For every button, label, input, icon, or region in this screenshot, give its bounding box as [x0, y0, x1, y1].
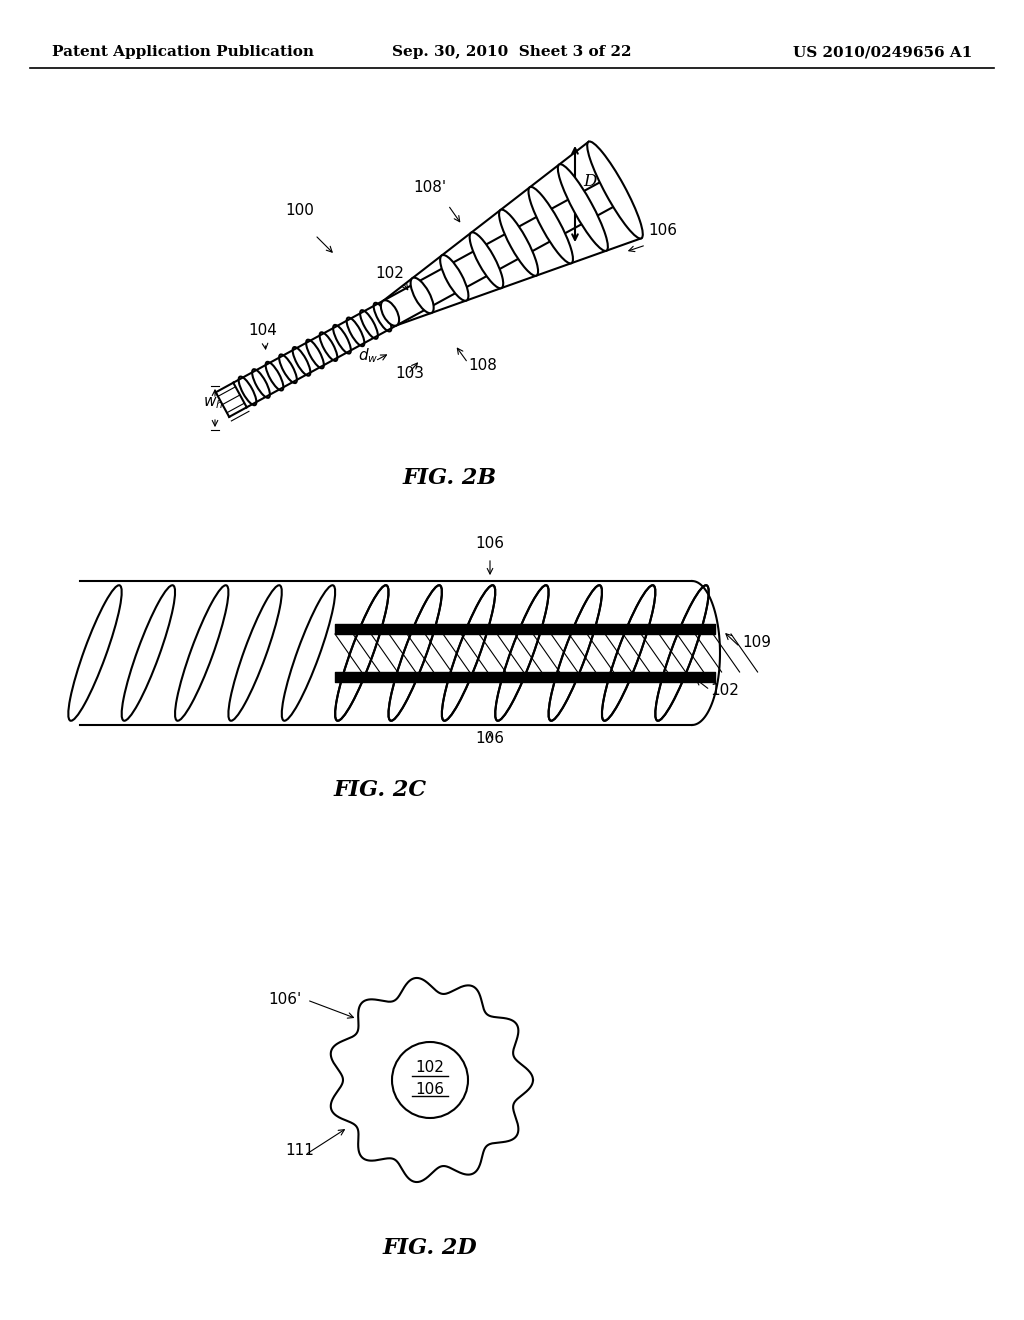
Ellipse shape — [228, 585, 282, 721]
Text: 102: 102 — [710, 682, 739, 698]
Text: 106: 106 — [475, 536, 505, 550]
Ellipse shape — [411, 277, 434, 313]
Text: Sep. 30, 2010  Sheet 3 of 22: Sep. 30, 2010 Sheet 3 of 22 — [392, 45, 632, 59]
Text: FIG. 2D: FIG. 2D — [383, 1237, 477, 1259]
Text: 100: 100 — [285, 203, 314, 218]
Ellipse shape — [440, 255, 468, 301]
Text: 108: 108 — [468, 358, 497, 374]
Text: 102: 102 — [416, 1060, 444, 1074]
Text: 109: 109 — [742, 635, 771, 649]
Ellipse shape — [499, 210, 538, 276]
Ellipse shape — [441, 585, 496, 721]
Ellipse shape — [587, 141, 643, 239]
Text: US 2010/0249656 A1: US 2010/0249656 A1 — [793, 45, 972, 59]
Ellipse shape — [388, 585, 442, 721]
Ellipse shape — [381, 300, 399, 326]
Ellipse shape — [602, 585, 655, 721]
Ellipse shape — [528, 187, 573, 264]
Ellipse shape — [496, 585, 549, 721]
Text: 106': 106' — [268, 993, 302, 1007]
Text: 111: 111 — [285, 1143, 314, 1158]
Text: Patent Application Publication: Patent Application Publication — [52, 45, 314, 59]
Text: 103: 103 — [395, 366, 424, 381]
Ellipse shape — [655, 585, 709, 721]
Text: 106: 106 — [475, 731, 505, 746]
Ellipse shape — [69, 585, 122, 721]
Ellipse shape — [335, 585, 388, 721]
Text: w$_h$: w$_h$ — [203, 395, 223, 411]
Text: D: D — [583, 173, 596, 190]
Ellipse shape — [549, 585, 602, 721]
Text: 108': 108' — [414, 180, 446, 195]
Text: FIG. 2B: FIG. 2B — [402, 467, 497, 488]
Text: FIG. 2C: FIG. 2C — [334, 779, 427, 801]
Ellipse shape — [282, 585, 335, 721]
Text: 104: 104 — [248, 323, 276, 338]
Text: 106: 106 — [416, 1082, 444, 1097]
Ellipse shape — [122, 585, 175, 721]
Ellipse shape — [470, 232, 503, 288]
Text: 106: 106 — [648, 223, 677, 238]
Text: d$_w$: d$_w$ — [358, 346, 379, 364]
Text: 102: 102 — [376, 267, 404, 281]
Ellipse shape — [558, 164, 608, 251]
Ellipse shape — [175, 585, 228, 721]
